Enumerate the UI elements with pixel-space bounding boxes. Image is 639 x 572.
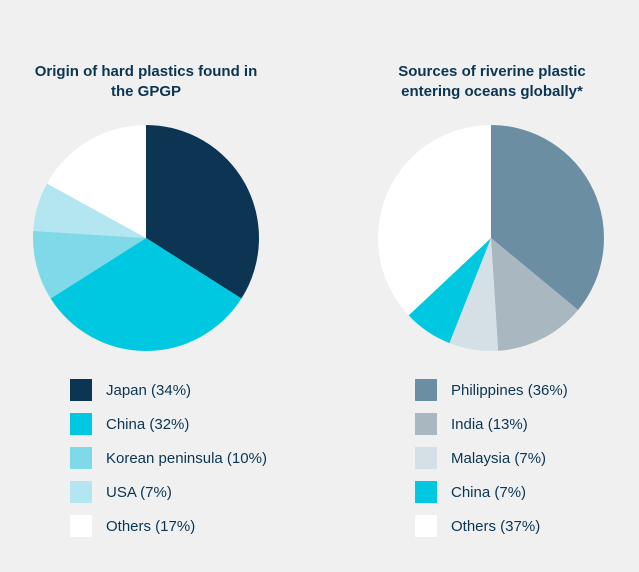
chart-title: Sources of riverine plastic entering oce… — [398, 63, 586, 100]
pie-slice — [33, 230, 147, 299]
pie-slice — [491, 125, 604, 311]
legend-label: Malaysia (7%) — [451, 450, 546, 467]
pie-slice — [491, 238, 579, 351]
legend-swatch — [70, 447, 92, 469]
legend-label: Others (17%) — [106, 518, 195, 535]
pie-slice — [33, 183, 147, 238]
legend-swatch — [415, 413, 437, 435]
chart-title: Origin of hard plastics found in the GPG… — [34, 63, 258, 100]
pie-slice — [46, 125, 147, 238]
legend-swatch — [70, 515, 92, 537]
legend-label: India (13%) — [451, 416, 528, 433]
legend-swatch — [70, 379, 92, 401]
legend-swatch — [415, 481, 437, 503]
legend-label: Korean peninsula (10%) — [106, 450, 267, 467]
legend-swatch — [70, 413, 92, 435]
legend-label: USA (7%) — [106, 484, 172, 501]
legend-swatch — [415, 379, 437, 401]
legend-label: China (7%) — [451, 484, 526, 501]
pie-slice — [408, 238, 491, 344]
pie-slice — [378, 125, 491, 316]
legend-label: Japan (34%) — [106, 382, 191, 399]
legend-swatch — [415, 447, 437, 469]
pie-slice — [50, 238, 242, 352]
legend-label: China (32%) — [106, 416, 189, 433]
legend-label: Others (37%) — [451, 518, 540, 535]
legend-swatch — [415, 515, 437, 537]
legend-label: Philippines (36%) — [451, 382, 568, 399]
pie-slice — [449, 238, 499, 351]
legend-swatch — [70, 481, 92, 503]
pie-slice — [146, 125, 259, 299]
